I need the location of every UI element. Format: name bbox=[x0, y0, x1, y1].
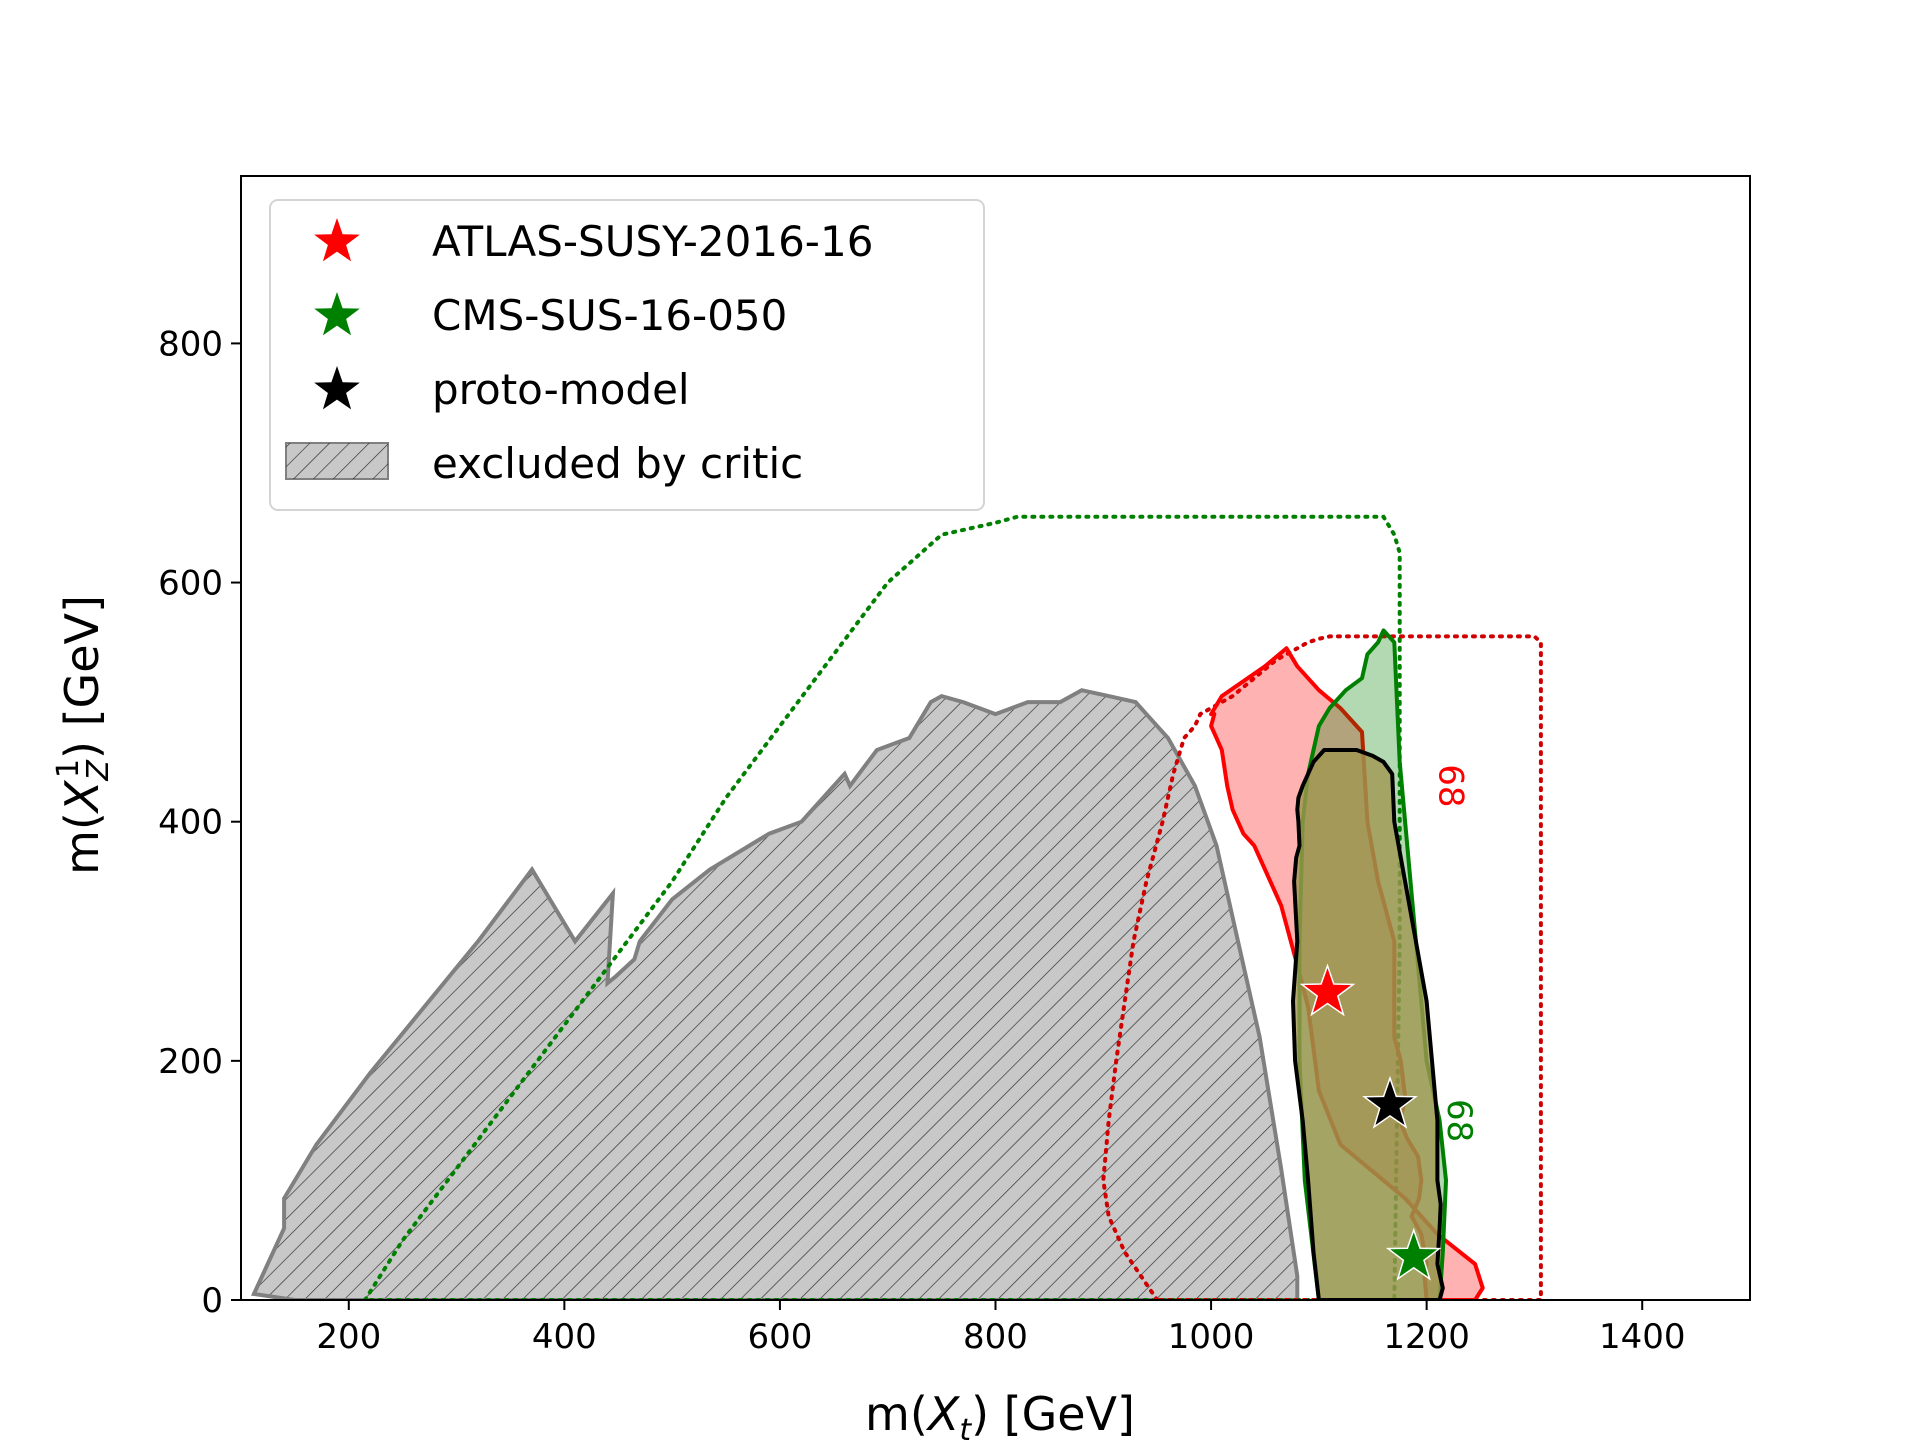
legend-label-proto-model: proto-model bbox=[432, 365, 690, 414]
cms-expected-contour bbox=[363, 514, 1402, 1300]
excluded-region-edge bbox=[250, 688, 1300, 1300]
y-tick-label: 600 bbox=[158, 564, 223, 604]
x-tick-label: 400 bbox=[532, 1317, 597, 1357]
y-tick-label: 400 bbox=[158, 803, 223, 843]
proto-model-68-region bbox=[1291, 748, 1445, 1300]
x-tick-label: 1200 bbox=[1383, 1317, 1470, 1357]
star-marker-2 bbox=[1385, 1227, 1442, 1281]
legend-label-excluded: excluded by critic bbox=[432, 439, 803, 488]
markers-layer bbox=[1299, 963, 1442, 1281]
x-tick-label: 800 bbox=[963, 1317, 1028, 1357]
x-axis-label: m(Xt) [GeV] bbox=[865, 1387, 1135, 1440]
star-marker-1 bbox=[1299, 963, 1356, 1017]
legend-star-1 bbox=[314, 218, 360, 262]
x-tick-label: 1400 bbox=[1599, 1317, 1686, 1357]
regions-layer bbox=[250, 514, 1543, 1300]
y-tick-label: 800 bbox=[158, 324, 223, 364]
legend-patch-hatch bbox=[286, 443, 388, 479]
star-marker-3 bbox=[1362, 1075, 1418, 1129]
legend-label-cms: CMS-SUS-16-050 bbox=[432, 291, 787, 340]
excluded-region-hatch bbox=[253, 690, 1298, 1300]
legend-star-2 bbox=[314, 292, 360, 336]
contour-label-1: 68 bbox=[1431, 764, 1471, 807]
contour-label-2: 68 bbox=[1439, 1099, 1479, 1142]
y-tick-label: 0 bbox=[201, 1281, 223, 1321]
legend-markers bbox=[285, 218, 389, 480]
x-tick-label: 600 bbox=[747, 1317, 812, 1357]
y-axis-label: m(XZ1) [GeV] bbox=[51, 595, 116, 875]
legend-star-3 bbox=[314, 366, 360, 410]
atlas-expected-contour bbox=[1101, 634, 1543, 1300]
x-tick-label: 200 bbox=[316, 1317, 381, 1357]
legend-box bbox=[269, 199, 985, 511]
x-tick-label: 1000 bbox=[1168, 1317, 1255, 1357]
y-tick-label: 200 bbox=[158, 1042, 223, 1082]
legend-label-atlas: ATLAS-SUSY-2016-16 bbox=[432, 217, 873, 266]
contour-labels: 68 68 bbox=[1431, 764, 1480, 1142]
legend: ATLAS-SUSY-2016-16 CMS-SUS-16-050 proto-… bbox=[269, 199, 985, 511]
x-axis-ticks: 200 400 600 800 1000 1200 1400 bbox=[316, 1300, 1685, 1357]
y-axis-ticks: 0 200 400 600 800 bbox=[158, 324, 241, 1321]
